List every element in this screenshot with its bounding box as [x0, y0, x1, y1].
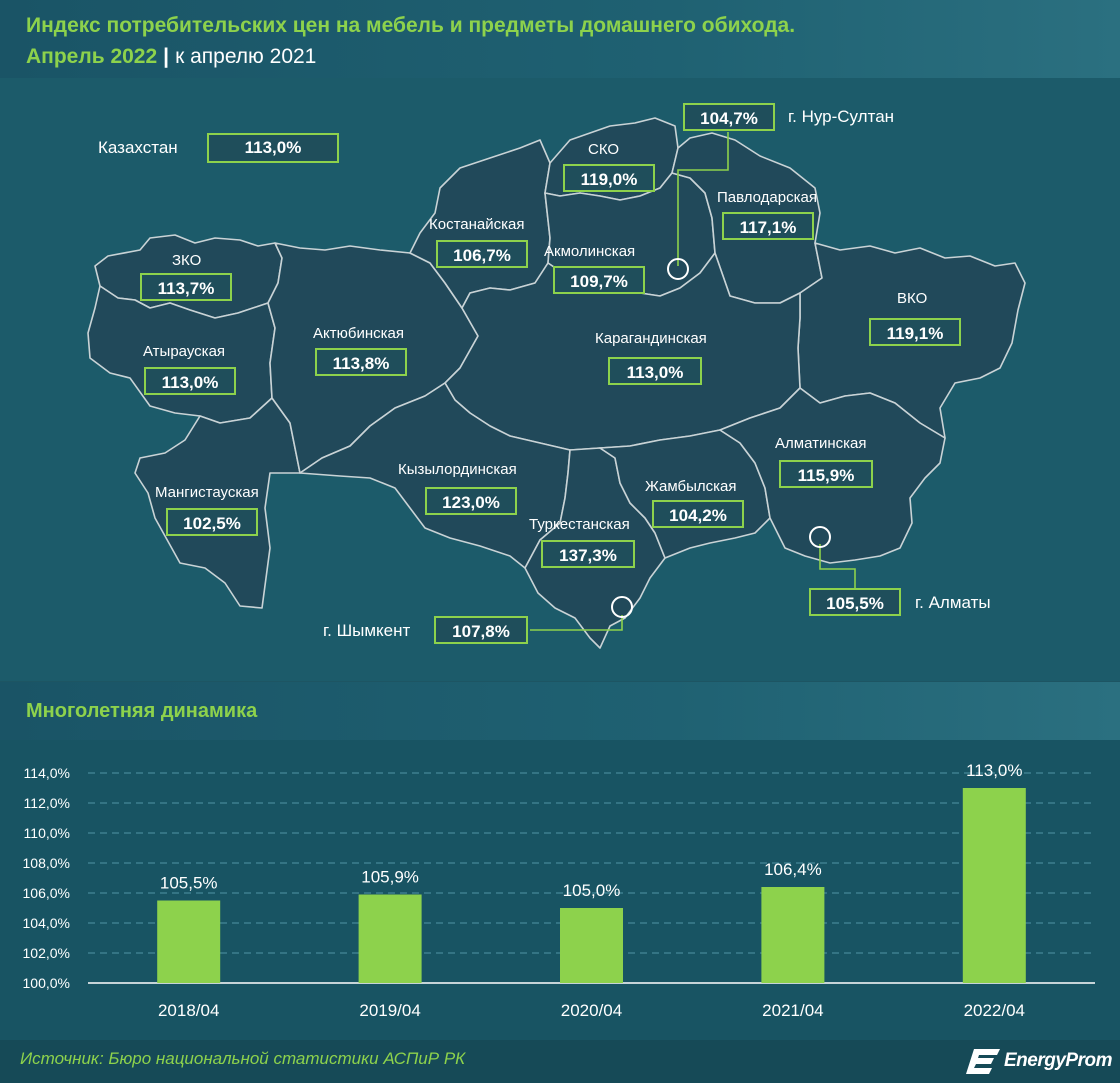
- label-kazakhstan: Казахстан: [98, 138, 178, 157]
- label-kyzylorda: Кызылординская: [398, 461, 517, 478]
- marker-almaty: [809, 526, 831, 548]
- y-tick-label: 110,0%: [24, 825, 70, 841]
- value-zhambyl: 104,2%: [652, 500, 744, 528]
- value-almaty-obl: 115,9%: [779, 460, 873, 488]
- bar-value-label: 105,5%: [160, 874, 218, 893]
- header-band: [0, 0, 1120, 78]
- label-turkestan: Туркестанская: [529, 516, 630, 533]
- leader-almaty: [819, 544, 856, 588]
- value-vko: 119,1%: [869, 318, 961, 346]
- y-tick-label: 112,0%: [24, 795, 70, 811]
- label-zhambyl: Жамбылская: [645, 478, 737, 495]
- bar: [962, 788, 1026, 983]
- label-sko: СКО: [588, 141, 620, 158]
- x-tick-label: 2018/04: [158, 1001, 219, 1020]
- marker-nursultan: [667, 258, 689, 280]
- bar: [157, 900, 221, 983]
- bar: [761, 887, 825, 983]
- value-pavlodar: 117,1%: [722, 212, 814, 240]
- bar-value-label: 106,4%: [764, 860, 822, 879]
- value-kazakhstan: 113,0%: [207, 133, 339, 163]
- y-tick-label: 114,0%: [24, 765, 70, 781]
- y-tick-label: 102,0%: [23, 945, 70, 961]
- bar: [560, 908, 623, 983]
- value-atyrau: 113,0%: [144, 367, 236, 395]
- dynamics-chart: 100,0% 102,0% 104,0% 106,0% 108,0% 110,0% 112,…: [23, 761, 1095, 1020]
- value-mangistau: 102,5%: [166, 508, 258, 536]
- leader-nursultan: [677, 132, 729, 266]
- x-tick-label: 2022/04: [964, 1001, 1025, 1020]
- logo-text: EnergyProm: [1004, 1050, 1112, 1071]
- value-akmola: 109,7%: [553, 266, 645, 294]
- marker-shymkent: [611, 596, 633, 618]
- page-title: Индекс потребительских цен на мебель и п…: [26, 14, 796, 37]
- page-subtitle: Апрель 2022 | к апрелю 2021: [26, 45, 316, 69]
- y-tick-label: 108,0%: [23, 855, 70, 871]
- y-tick-label: 104,0%: [23, 915, 70, 931]
- bar-value-label: 105,9%: [361, 868, 419, 887]
- footer: [0, 1040, 1120, 1083]
- label-nursultan: г. Нур-Султан: [788, 107, 895, 126]
- value-kostanay: 106,7%: [436, 240, 528, 268]
- y-tick-label: 100,0%: [23, 975, 70, 991]
- label-almaty: г. Алматы: [915, 593, 991, 612]
- value-nursultan: 104,7%: [683, 103, 775, 131]
- region-mangistau: [134, 397, 301, 609]
- leader-shymkent: [530, 615, 623, 631]
- value-kyzylorda: 123,0%: [425, 487, 517, 515]
- comparison-label: к апрелю 2021: [175, 45, 317, 68]
- bar: [358, 894, 422, 983]
- bar-value-label: 105,0%: [563, 881, 621, 900]
- dynamics-header-band: [0, 682, 1120, 740]
- value-karaganda: 113,0%: [608, 357, 702, 385]
- source-note: Источник: Бюро национальной статистики А…: [20, 1049, 466, 1068]
- chart-panel: [0, 740, 1120, 1040]
- dynamics-title: Многолетняя динамика: [26, 700, 258, 722]
- label-akmola: Акмолинская: [544, 243, 636, 260]
- value-aktobe: 113,8%: [315, 348, 407, 376]
- label-atyrau: Атырауская: [143, 343, 226, 360]
- value-zko: 113,7%: [140, 273, 232, 301]
- label-karaganda: Карагандинская: [595, 330, 707, 347]
- bar-value-label: 113,0%: [966, 761, 1022, 780]
- label-aktobe: Актюбинская: [313, 325, 404, 342]
- label-shymkent: г. Шымкент: [323, 621, 411, 640]
- energyprom-logo-icon: [966, 1049, 1000, 1074]
- label-pavlodar: Павлодарская: [717, 189, 817, 206]
- label-mangistau: Мангистауская: [155, 484, 259, 501]
- value-almaty: 105,5%: [809, 588, 901, 616]
- value-shymkent: 107,8%: [434, 616, 528, 644]
- label-vko: ВКО: [897, 290, 928, 307]
- x-tick-label: 2019/04: [359, 1001, 420, 1020]
- x-tick-label: 2021/04: [762, 1001, 823, 1020]
- value-sko: 119,0%: [563, 164, 655, 192]
- y-tick-label: 106,0%: [23, 885, 70, 901]
- value-turkestan: 137,3%: [541, 540, 635, 568]
- label-almaty-obl: Алматинская: [775, 435, 867, 452]
- label-zko: ЗКО: [172, 252, 202, 269]
- period-label: Апрель 2022: [26, 45, 158, 68]
- x-tick-label: 2020/04: [561, 1001, 622, 1020]
- separator: |: [163, 45, 170, 68]
- label-kostanay: Костанайская: [429, 216, 525, 233]
